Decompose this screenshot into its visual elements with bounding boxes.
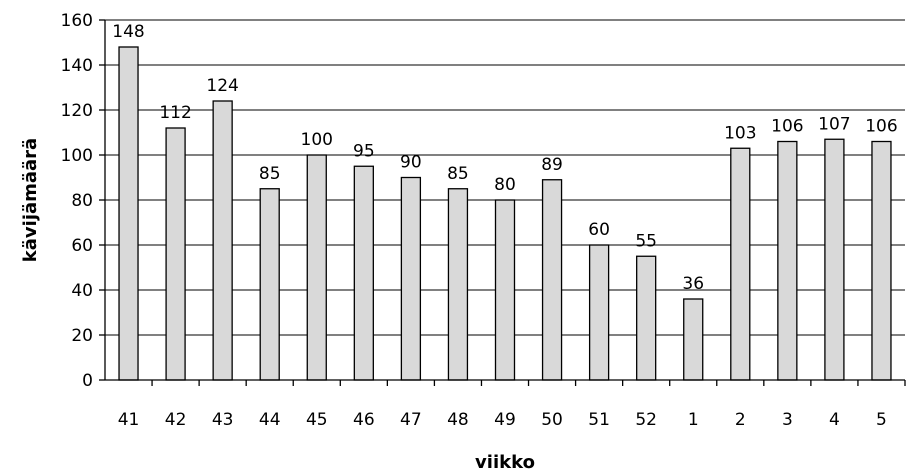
- x-tick-label: 2: [735, 410, 746, 430]
- x-tick-label: 51: [588, 410, 610, 430]
- data-label: 112: [159, 103, 191, 123]
- x-tick-label: 44: [259, 410, 281, 430]
- y-tick-label: 80: [71, 191, 93, 211]
- data-label: 106: [865, 117, 897, 137]
- x-tick-label: 49: [494, 410, 516, 430]
- bar: [683, 298, 704, 381]
- bar: [777, 140, 798, 381]
- y-tick-label: 140: [61, 56, 93, 76]
- x-tick-label: 43: [212, 410, 234, 430]
- bar: [212, 100, 233, 381]
- bar: [636, 255, 657, 381]
- data-label: 106: [771, 117, 803, 137]
- x-tick-label: 3: [782, 410, 793, 430]
- y-tick-label: 100: [61, 146, 93, 166]
- bar: [824, 138, 845, 381]
- bar: [400, 176, 422, 381]
- data-label: 148: [112, 22, 144, 42]
- x-tick-label: 52: [635, 410, 657, 430]
- y-tick-label: 20: [71, 326, 93, 346]
- bar: [447, 188, 469, 381]
- x-tick-label: 45: [306, 410, 328, 430]
- data-label: 85: [259, 164, 281, 184]
- data-label: 95: [353, 141, 375, 161]
- y-tick-label: 40: [71, 281, 93, 301]
- x-tick-label: 4: [829, 410, 840, 430]
- bar: [541, 179, 563, 381]
- y-tick-label: 160: [61, 11, 93, 31]
- data-label: 60: [588, 220, 610, 240]
- x-tick-label: 5: [876, 410, 887, 430]
- bar: [118, 46, 139, 381]
- x-tick-label: 50: [541, 410, 563, 430]
- data-label: 85: [447, 164, 469, 184]
- bar: [730, 147, 751, 381]
- data-label: 90: [400, 153, 422, 173]
- y-tick-label: 120: [61, 101, 93, 121]
- labels: 0204060801001201401601484111242124438544…: [61, 11, 898, 430]
- bar: [165, 127, 186, 381]
- x-tick-label: 46: [353, 410, 375, 430]
- bar: [306, 154, 327, 381]
- y-axis-title: kävijämäärä: [20, 138, 41, 262]
- x-tick-label: 47: [400, 410, 422, 430]
- data-label: 89: [541, 155, 563, 175]
- bar: [494, 199, 516, 381]
- x-tick-label: 41: [118, 410, 140, 430]
- x-tick-label: 1: [688, 410, 699, 430]
- data-label: 55: [635, 231, 657, 251]
- bar: [353, 165, 374, 381]
- x-tick-label: 48: [447, 410, 469, 430]
- x-axis-title: viikko: [475, 452, 535, 473]
- data-label: 36: [682, 274, 704, 294]
- y-tick-label: 0: [82, 371, 93, 391]
- data-label: 107: [818, 114, 850, 134]
- y-tick-label: 60: [71, 236, 93, 256]
- x-tick-label: 42: [165, 410, 187, 430]
- data-label: 80: [494, 175, 516, 195]
- axes: [99, 19, 906, 386]
- bar: [588, 244, 610, 381]
- bar: [871, 140, 892, 381]
- bar: [259, 188, 280, 381]
- data-label: 100: [301, 130, 333, 150]
- data-label: 124: [206, 76, 238, 96]
- data-label: 103: [724, 123, 756, 143]
- bars: [118, 46, 892, 381]
